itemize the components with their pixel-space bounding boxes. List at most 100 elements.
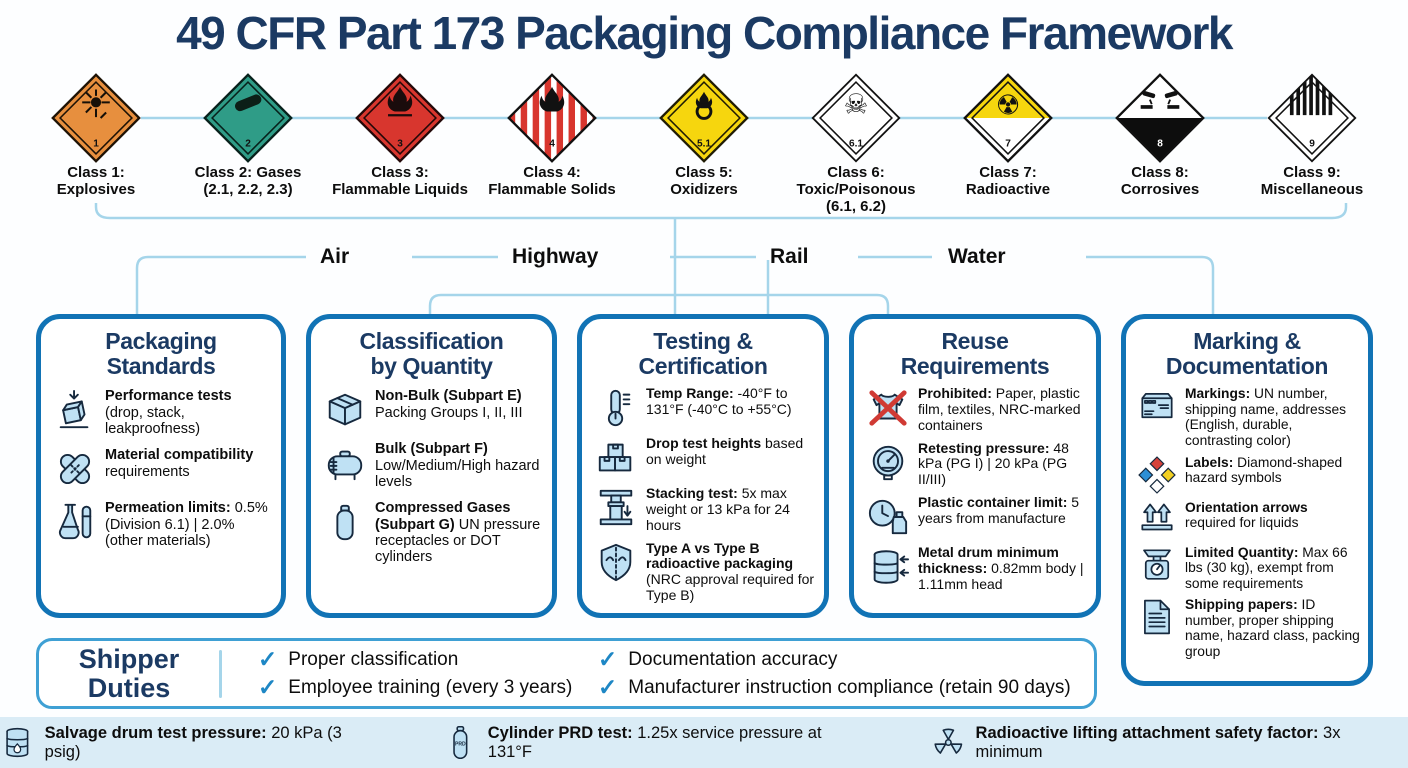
footer-fact: PRD Cylinder PRD test: 1.25x service pres… xyxy=(443,724,867,762)
checkmark-icon: ✓ xyxy=(598,646,618,672)
svg-text:6.1: 6.1 xyxy=(849,139,863,150)
list-item: Limited Quantity: Max 66 lbs (30 kg), ex… xyxy=(1126,542,1368,595)
radiation-icon xyxy=(934,728,963,754)
list-item-text: Metal drum minimum thickness: 0.82mm bod… xyxy=(918,544,1084,592)
list-item-text: Compressed Gases (Subpart G) UN pressure… xyxy=(375,500,541,566)
marking-package-icon xyxy=(1141,393,1173,419)
transport-mode-label: Air xyxy=(320,245,350,268)
marking-documentation-panel: Marking & Documentation Markings: UN numbe… xyxy=(1121,314,1373,686)
packaging-standards-title: Packaging Standards xyxy=(105,328,217,379)
hazard-class-8: 8 Class 8: Corrosives xyxy=(1084,72,1236,199)
checkmark-icon: ✓ xyxy=(598,674,618,700)
classification-by-quantity-panel: Classification by Quantity Non-Bulk (Subpa… xyxy=(306,314,557,618)
class-4-placard-icon: 4 xyxy=(507,73,597,163)
drum-icon xyxy=(873,550,909,584)
hazard-class-label: Class 4: Flammable Solids xyxy=(488,164,616,198)
svg-text:2: 2 xyxy=(245,139,251,150)
shipper-duty-text: Employee training (every 3 years) xyxy=(288,676,573,698)
packaging-standards-panel: Packaging Standards Performance tests (dro… xyxy=(36,314,286,618)
classification-by-quantity-title: Classification by Quantity xyxy=(359,328,504,379)
svg-text:8: 8 xyxy=(1157,139,1163,150)
list-item-text: Type A vs Type B radioactive packaging (… xyxy=(646,539,815,604)
shipper-duty-text: Documentation accuracy xyxy=(628,648,838,670)
list-item: Compressed Gases (Subpart G) UN pressure… xyxy=(311,495,552,571)
compatibility-icon xyxy=(59,454,91,485)
hazard-class-4: 4 Class 4: Flammable Solids xyxy=(476,72,628,199)
list-item-text: Drop test heights based on weight xyxy=(646,435,804,468)
list-item: Non-Bulk (Subpart E) Packing Groups I, I… xyxy=(311,383,552,436)
list-item-text: Temp Range: -40°F to 131°F (-40°C to +55… xyxy=(646,385,792,418)
shield-icon xyxy=(600,543,632,581)
footer-facts-bar: Salvage drum test pressure: 20 kPa (3 ps… xyxy=(0,717,1408,768)
transport-mode-label: Highway xyxy=(512,245,599,268)
list-item-text: Bulk (Subpart F) Low/Medium/High hazard … xyxy=(375,441,540,490)
hazard-class-label: Class 7: Radioactive xyxy=(965,164,1051,198)
list-item-text: Stacking test: 5x max weight or 13 kPa f… xyxy=(646,485,790,533)
list-item: Permeation limits: 0.5% (Division 6.1) |… xyxy=(41,495,281,554)
list-item: Plastic container limit: 5 years from ma… xyxy=(854,492,1096,542)
list-item: Drop test heights based on weight xyxy=(582,433,824,483)
list-item: Labels: Diamond-shaped hazard symbols xyxy=(1126,452,1368,497)
transport-mode-rail: Rail xyxy=(758,228,809,286)
list-item-text: Prohibited: Paper, plastic film, textile… xyxy=(918,385,1081,433)
class-3-placard-icon: 3 xyxy=(355,73,445,163)
list-item-text: Retesting pressure: 48 kPa (PG I) | 20 k… xyxy=(918,439,1069,488)
orientation-arrows-icon xyxy=(1141,503,1173,530)
list-item-text: Limited Quantity: Max 66 lbs (30 kg), ex… xyxy=(1185,544,1348,591)
reuse-requirements-panel: Reuse Requirements Prohibited: Paper, plas… xyxy=(849,314,1101,618)
hazard-class-3: 3 Class 3: Flammable Liquids xyxy=(324,72,476,199)
hazard-class-2: 2 Class 2: Gases (2.1, 2.2, 2.3) xyxy=(172,72,324,199)
container-age-icon xyxy=(868,499,908,535)
footer-fact-text: Salvage drum test pressure: 20 kPa (3 ps… xyxy=(44,723,342,761)
svg-text:☠: ☠ xyxy=(844,87,869,120)
shipper-duties-title: Shipper Duties xyxy=(39,645,219,701)
list-item-text: Permeation limits: 0.5% (Division 6.1) |… xyxy=(105,500,268,550)
hazard-class-label: Class 6: Toxic/Poisonous (6.1, 6.2) xyxy=(796,164,916,215)
hazard-class-label: Class 8: Corrosives xyxy=(1120,164,1200,198)
shipping-papers-icon xyxy=(1144,599,1170,635)
testing-certification-panel: Testing & Certification Temp Range: -40°F … xyxy=(577,314,829,618)
footer-fact: Radioactive lifting attachment safety fa… xyxy=(931,724,1408,762)
list-item: Temp Range: -40°F to 131°F (-40°C to +55… xyxy=(582,383,824,433)
svg-text:1: 1 xyxy=(93,139,99,150)
list-item: Orientation arrows required for liquids xyxy=(1126,497,1368,542)
class-9-placard-icon: 9 xyxy=(1267,73,1357,163)
hazard-class-7: ☢ 7 Class 7: Radioactive xyxy=(932,72,1084,199)
scale-icon xyxy=(1143,548,1171,580)
shipper-duties-title-line2: Duties xyxy=(87,672,171,703)
svg-text:4: 4 xyxy=(549,139,555,150)
class-6-placard-icon: ☠ 6.1 xyxy=(811,73,901,163)
transport-mode-highway: Highway xyxy=(500,228,598,286)
svg-text:5.1: 5.1 xyxy=(697,139,711,150)
list-item-text: Material compatibility requirements xyxy=(105,447,254,480)
class-5-placard-icon: 5.1 xyxy=(659,73,749,163)
shipper-duties-panel: Shipper Duties ✓ Proper classification ✓ Em… xyxy=(36,638,1097,709)
shipper-duty-check: ✓ Proper classification xyxy=(258,648,588,671)
svg-text:☢: ☢ xyxy=(996,88,1021,121)
shipper-duty-check: ✓ Employee training (every 3 years) xyxy=(258,676,588,699)
shipper-duty-text: Manufacturer instruction compliance (ret… xyxy=(628,676,1071,698)
bulk-tank-icon xyxy=(327,450,363,481)
carton-icon xyxy=(328,393,362,426)
shipper-divider xyxy=(219,649,222,698)
testing-certification-title: Testing & Certification xyxy=(638,328,768,379)
svg-text:7: 7 xyxy=(1005,139,1011,150)
svg-text:3: 3 xyxy=(397,139,403,150)
gauge-icon xyxy=(872,445,904,480)
drop-heights-icon xyxy=(598,443,632,472)
transport-mode-water: Water xyxy=(936,228,1006,286)
transport-mode-label: Water xyxy=(948,245,1006,268)
page-title: 49 CFR Part 173 Packaging Compliance Fra… xyxy=(176,7,1233,59)
checkmark-icon: ✓ xyxy=(258,674,278,700)
list-item-text: Shipping papers: ID number, proper shipp… xyxy=(1185,597,1360,659)
shipper-duty-check: ✓ Manufacturer instruction compliance (re… xyxy=(598,676,1094,699)
shipper-duty-list: ✓ Proper classification ✓ Employee training… xyxy=(222,648,1094,699)
thermometer-icon xyxy=(607,390,631,427)
shipper-duty-check: ✓ Documentation accuracy xyxy=(598,648,1094,671)
stacking-icon xyxy=(599,490,633,526)
list-item: Performance tests (drop, stack, leakproo… xyxy=(41,383,281,442)
shipper-duties-title-line1: Shipper xyxy=(78,644,180,675)
list-item-text: Plastic container limit: 5 years from ma… xyxy=(918,494,1080,526)
svg-text:PRD: PRD xyxy=(455,742,466,748)
